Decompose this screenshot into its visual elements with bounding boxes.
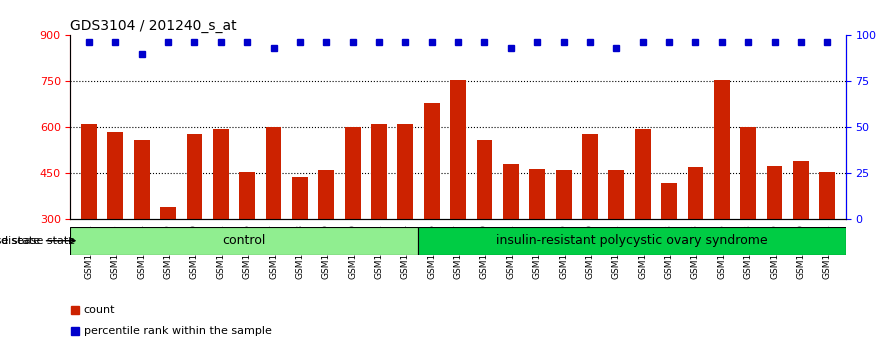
Bar	[213, 129, 229, 219]
Bar	[609, 170, 625, 219]
Bar	[819, 172, 835, 219]
Bar	[529, 169, 545, 219]
Text: GDS3104 / 201240_s_at: GDS3104 / 201240_s_at	[70, 19, 237, 33]
Text: control: control	[223, 234, 266, 247]
Bar	[661, 183, 677, 219]
Bar	[635, 129, 651, 219]
Bar	[556, 170, 572, 219]
Bar	[292, 177, 307, 219]
Bar	[344, 127, 360, 219]
Bar	[371, 124, 387, 219]
Text: disease state: disease state	[1, 236, 75, 246]
Bar	[503, 164, 519, 219]
Bar	[107, 132, 123, 219]
Text: count: count	[84, 305, 115, 315]
Bar	[450, 80, 466, 219]
Bar	[81, 124, 97, 219]
Text: insulin-resistant polycystic ovary syndrome: insulin-resistant polycystic ovary syndr…	[496, 234, 767, 247]
Bar	[687, 167, 703, 219]
FancyBboxPatch shape	[418, 227, 846, 255]
Bar	[766, 166, 782, 219]
Bar	[477, 140, 492, 219]
Bar	[582, 133, 598, 219]
Bar	[134, 140, 150, 219]
FancyBboxPatch shape	[70, 227, 418, 255]
Bar	[714, 80, 729, 219]
Bar	[740, 127, 756, 219]
Bar	[240, 172, 255, 219]
Bar	[793, 161, 809, 219]
Text: disease state: disease state	[0, 236, 40, 246]
Bar	[318, 170, 334, 219]
Bar	[187, 133, 203, 219]
Bar	[265, 127, 281, 219]
Text: percentile rank within the sample: percentile rank within the sample	[84, 326, 271, 336]
Bar	[424, 103, 440, 219]
Bar	[397, 124, 413, 219]
Bar	[160, 207, 176, 219]
